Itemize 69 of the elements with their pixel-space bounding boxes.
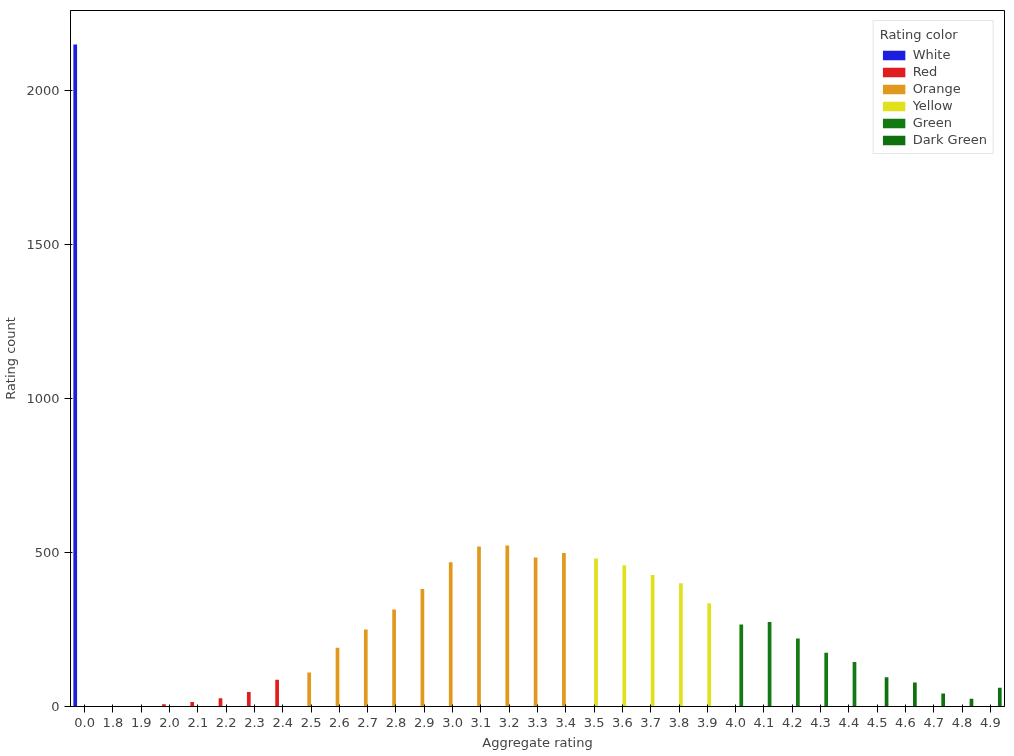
legend-label: Yellow bbox=[912, 98, 953, 113]
x-tick-label: 3.3 bbox=[527, 714, 548, 730]
bar bbox=[275, 679, 279, 707]
x-tick-label: 3.2 bbox=[498, 714, 520, 730]
bar bbox=[622, 565, 627, 707]
x-tick-label: 3.5 bbox=[583, 714, 605, 730]
legend-label: Dark Green bbox=[912, 132, 987, 147]
bar bbox=[363, 629, 368, 707]
y-tick-label: 2000 bbox=[26, 82, 60, 98]
x-tick-label: 4.4 bbox=[838, 714, 860, 730]
bar bbox=[307, 672, 312, 707]
bar bbox=[913, 682, 917, 707]
x-tick-label: 4.3 bbox=[810, 714, 831, 730]
bar bbox=[941, 693, 946, 707]
bar bbox=[448, 562, 453, 707]
y-tick-label: 1500 bbox=[26, 236, 60, 252]
x-tick-label: 2.1 bbox=[187, 714, 209, 730]
bar bbox=[246, 692, 251, 707]
legend-title: Rating color bbox=[879, 27, 959, 42]
x-tick-label: 2.8 bbox=[385, 714, 407, 730]
x-axis-title: Aggregate rating bbox=[482, 734, 593, 750]
x-tick-label: 4.1 bbox=[753, 714, 775, 730]
y-tick-label: 500 bbox=[34, 544, 60, 560]
x-tick-label: 4.8 bbox=[951, 714, 973, 730]
bar bbox=[190, 701, 195, 707]
bar bbox=[505, 545, 510, 707]
y-tick-label: 0 bbox=[51, 699, 60, 714]
legend-label: White bbox=[912, 47, 951, 62]
x-tick-label: 2.7 bbox=[357, 714, 379, 730]
y-tick-label: 1000 bbox=[26, 390, 60, 406]
x-tick-label: 1.8 bbox=[102, 714, 124, 730]
x-tick-label: 4.9 bbox=[980, 714, 1001, 730]
x-tick-label: 3.9 bbox=[696, 714, 718, 730]
bar bbox=[997, 687, 1002, 707]
x-tick-label: 3.8 bbox=[668, 714, 690, 730]
bar bbox=[824, 652, 829, 707]
x-tick-label: 2.5 bbox=[300, 714, 322, 730]
x-tick-label: 4.6 bbox=[895, 714, 916, 730]
legend-label: Red bbox=[912, 64, 938, 79]
x-tick-label: 2.0 bbox=[159, 714, 180, 730]
bar bbox=[739, 624, 744, 707]
bar bbox=[796, 638, 800, 707]
bar bbox=[679, 583, 683, 707]
bar bbox=[392, 609, 396, 707]
legend-label: Orange bbox=[912, 81, 961, 96]
bar bbox=[73, 44, 78, 707]
x-tick-label: 1.9 bbox=[130, 714, 152, 730]
x-tick-label: 3.0 bbox=[442, 714, 463, 730]
x-tick-label: 3.6 bbox=[612, 714, 633, 730]
bar bbox=[562, 553, 566, 707]
bar bbox=[162, 704, 166, 707]
bar bbox=[707, 603, 712, 707]
x-tick-label: 2.9 bbox=[413, 714, 435, 730]
x-tick-label: 2.6 bbox=[329, 714, 350, 730]
x-tick-label: 4.7 bbox=[923, 714, 945, 730]
x-tick-label: 4.0 bbox=[725, 714, 746, 730]
x-tick-label: 4.5 bbox=[866, 714, 888, 730]
x-tick-label: 2.4 bbox=[272, 714, 294, 730]
x-tick-label: 2.2 bbox=[215, 714, 237, 730]
x-tick-label: 3.7 bbox=[640, 714, 662, 730]
legend-label: Green bbox=[912, 115, 953, 130]
x-tick-label: 0.0 bbox=[74, 714, 95, 730]
bar bbox=[477, 546, 481, 707]
x-tick-label: 3.1 bbox=[470, 714, 492, 730]
bar bbox=[594, 558, 598, 707]
y-axis-title: Rating count bbox=[3, 317, 19, 400]
x-tick-label: 4.2 bbox=[781, 714, 803, 730]
x-tick-label: 2.3 bbox=[244, 714, 265, 730]
x-tick-label: 3.4 bbox=[555, 714, 577, 730]
